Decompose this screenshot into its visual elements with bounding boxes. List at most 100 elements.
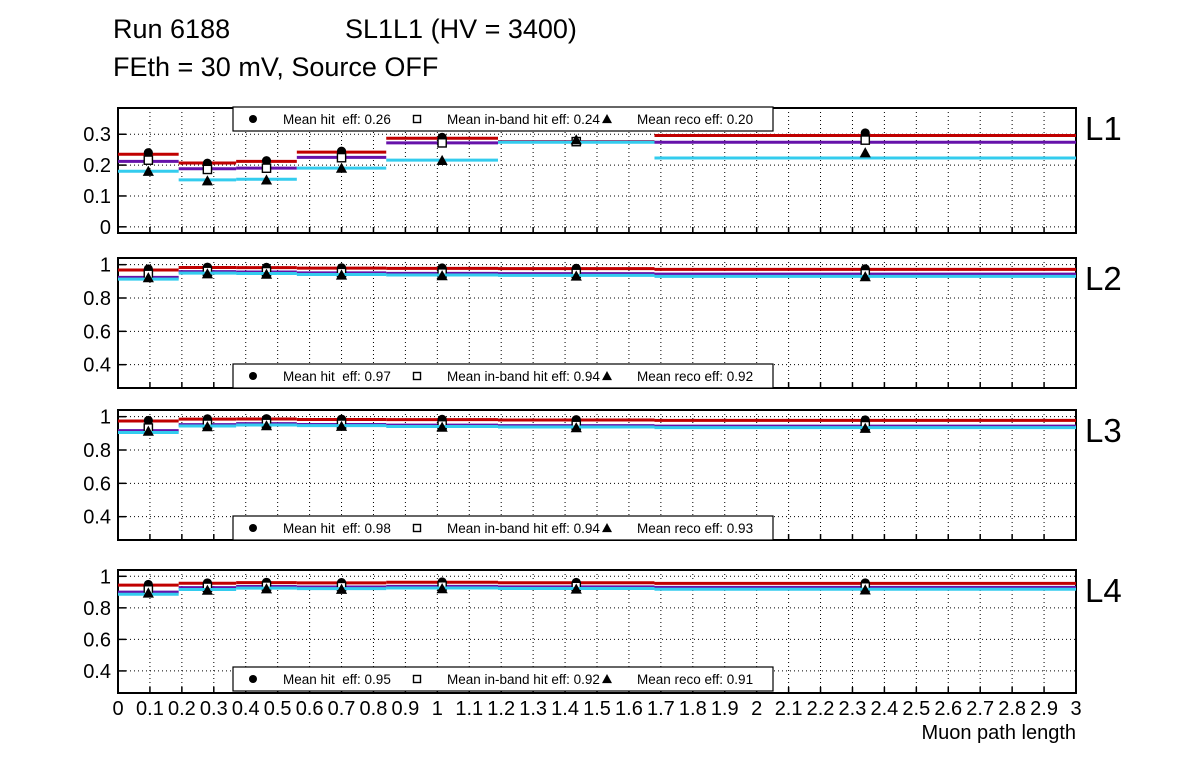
legend-label: Mean in-band hit eff: 0.24: [447, 112, 600, 127]
y-tick-label: 0.6: [83, 473, 111, 495]
x-tick-label: 2.5: [902, 698, 930, 720]
x-tick-label: 1.9: [711, 698, 739, 720]
legend-label: Mean reco eff: 0.91: [637, 672, 753, 687]
x-tick-label: 2.1: [775, 698, 803, 720]
y-tick-label: 1: [100, 255, 111, 277]
reco-eff-marker-triangle: [260, 268, 273, 279]
legend-label: Mean in-band hit eff: 0.94: [447, 521, 600, 536]
reco-eff-marker-triangle: [335, 269, 348, 280]
x-axis: 0 0.1 0.2 0.3 0.4 0.5 0.6 0.7 0.8 0.9 1 1.1 1.2 1.3 1.…: [112, 698, 1081, 744]
run-title: Run 6188: [113, 14, 231, 44]
legend-label: Mean in-band hit eff: 0.92: [447, 672, 600, 687]
reco-eff-marker-triangle: [201, 584, 214, 595]
reco-eff-marker-triangle: [570, 134, 582, 145]
y-tick-label: 0.2: [83, 155, 111, 177]
x-tick-label: 0.5: [264, 698, 292, 720]
hit-eff-marker-circle: [261, 156, 272, 166]
y-tick-label: 0.6: [83, 629, 111, 651]
x-tick-label: 1.3: [519, 698, 547, 720]
x-tick-label: 2.6: [934, 698, 962, 720]
legend-L3: Mean hit eff: 0.98 Mean in-band hit eff: …: [232, 515, 774, 541]
hit-eff-marker-circle: [249, 524, 257, 532]
reco-eff-marker-triangle: [436, 421, 448, 432]
series-reco-L2: [118, 268, 1076, 283]
legend-box: [232, 666, 774, 692]
x-tick-label: 1.8: [679, 698, 707, 720]
legend-label: Mean hit eff: 0.95: [283, 672, 391, 687]
x-tick-label: 2.2: [807, 698, 835, 720]
x-tick-label: 2.8: [998, 698, 1026, 720]
hit-eff-marker-circle: [249, 372, 257, 380]
hit-eff-marker-circle: [143, 148, 153, 158]
reco-eff-marker-triangle: [602, 523, 612, 533]
panel-label-L4: L4: [1085, 572, 1122, 609]
reco-eff-marker-triangle: [201, 175, 214, 186]
reco-eff-marker-triangle: [142, 425, 154, 436]
y-tick-label: 0.4: [83, 661, 111, 683]
reco-eff-marker-triangle: [602, 674, 612, 684]
inband-eff-marker-square: [261, 163, 272, 173]
inband-eff-marker-square: [202, 164, 213, 175]
reco-eff-marker-triangle: [859, 584, 871, 595]
legend-label: Mean in-band hit eff: 0.94: [447, 369, 600, 384]
reco-eff-marker-triangle: [201, 268, 214, 279]
inband-eff-marker-square: [412, 114, 422, 124]
reco-eff-marker-triangle: [570, 270, 582, 281]
panel-L4: 0.4 0.6 0.8 1 Mean hit eff: 0.95 Mean in-band…: [83, 566, 1122, 694]
x-tick-label: 0.6: [296, 698, 324, 720]
series-reco-L1: [118, 134, 1076, 186]
legend-label: Mean reco eff: 0.92: [637, 369, 753, 384]
hit-eff-marker-circle: [249, 115, 257, 123]
panel-L2: 0.4 0.6 0.8 1 Mean hit eff: 0.97 Mean in-band…: [83, 255, 1122, 389]
chamber-title: SL1L1 (HV = 3400): [345, 14, 577, 44]
reco-eff-marker-triangle: [436, 154, 448, 166]
inband-eff-marker-square: [412, 523, 422, 533]
reco-eff-marker-triangle: [335, 583, 348, 594]
x-tick-label: 0.1: [136, 698, 164, 720]
x-tick-label: 1.1: [455, 698, 483, 720]
reco-eff-marker-triangle: [859, 271, 871, 282]
grid-L2: [118, 258, 1076, 388]
panel-label-L2: L2: [1085, 260, 1122, 297]
series-reco-L3: [118, 420, 1076, 436]
x-tick-label: 3: [1070, 698, 1081, 720]
x-tick-label: 1.6: [615, 698, 643, 720]
legend-label: Mean hit eff: 0.97: [283, 369, 391, 384]
legend-box: [232, 363, 774, 389]
inband-eff-marker-square: [437, 138, 447, 148]
y-tick-label: 0: [100, 217, 111, 239]
hit-eff-marker-circle: [249, 675, 257, 683]
legend-L2: Mean hit eff: 0.97 Mean in-band hit eff: …: [232, 363, 774, 389]
reco-eff-marker-triangle: [260, 174, 273, 185]
reco-eff-marker-triangle: [436, 583, 448, 594]
reco-eff-marker-triangle: [335, 162, 348, 173]
reco-eff-marker-triangle: [335, 420, 348, 431]
x-tick-label: 1: [432, 698, 443, 720]
legend-L1: Mean hit eff: 0.26 Mean in-band hit eff: …: [232, 106, 774, 132]
x-tick-label: 2.3: [839, 698, 867, 720]
inband-eff-marker-square: [143, 155, 154, 165]
conditions-title: FEth = 30 mV, Source OFF: [113, 52, 439, 82]
reco-eff-marker-triangle: [602, 114, 612, 124]
x-tick-label: 1.5: [583, 698, 611, 720]
hit-eff-marker-circle: [143, 415, 153, 426]
x-tick-label: 1.2: [487, 698, 515, 720]
y-tick-label: 0.8: [83, 288, 111, 310]
reco-eff-marker-triangle: [260, 583, 273, 594]
legend-label: Mean hit eff: 0.98: [283, 521, 391, 536]
x-tick-label: 0.3: [200, 698, 228, 720]
panel-L1: 0 0.1 0.2 0.3 Mean hit eff: 0.26 Mean in-band…: [83, 106, 1122, 239]
x-tick-label: 2.7: [966, 698, 994, 720]
x-tick-label: 1.7: [647, 698, 675, 720]
inband-eff-marker-square: [336, 152, 347, 163]
panel-label-L3: L3: [1085, 412, 1122, 449]
legend-box: [232, 515, 774, 541]
panel-label-L1: L1: [1085, 110, 1122, 147]
legend-box: [232, 106, 774, 132]
legend-label: Mean reco eff: 0.93: [637, 521, 753, 536]
x-tick-label: 0.4: [232, 698, 260, 720]
inband-eff-marker-square: [860, 135, 871, 145]
x-tick-label: 2.9: [1030, 698, 1058, 720]
legend-L4: Mean hit eff: 0.95 Mean in-band hit eff: …: [232, 666, 774, 692]
x-tick-label: 0.7: [328, 698, 356, 720]
